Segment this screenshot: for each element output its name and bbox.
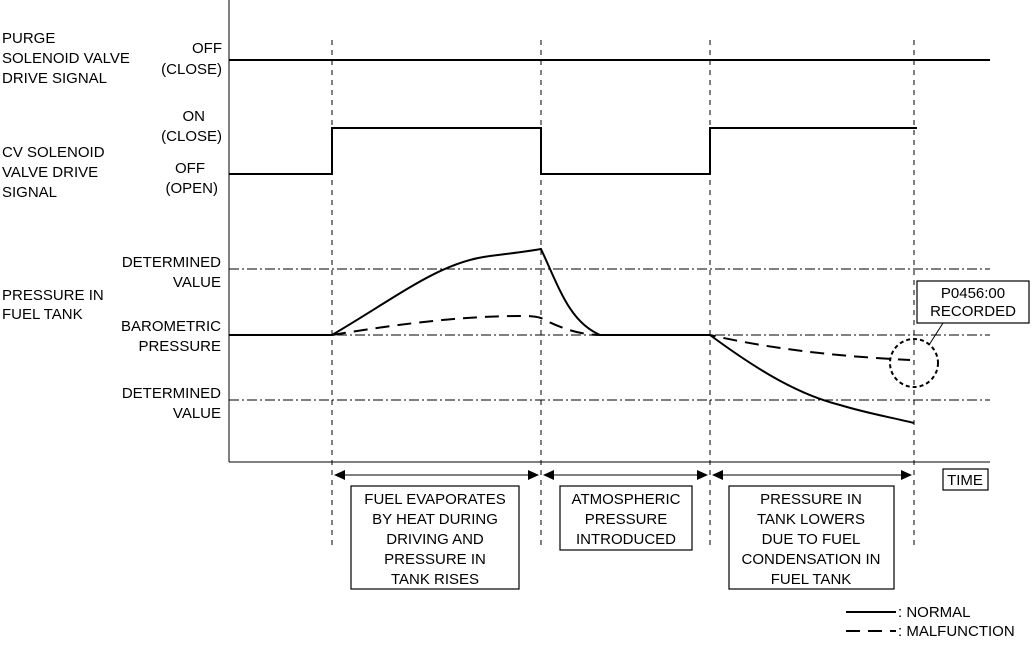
cv-label-line-1: CV SOLENOID <box>2 144 105 161</box>
dtc-status: RECORDED <box>930 303 1016 320</box>
pressure-label-line-1: PRESSURE IN <box>2 287 104 304</box>
barometric-line-1: BAROMETRIC <box>121 318 221 335</box>
purge-state-close: (CLOSE) <box>161 61 222 78</box>
cv-label-line-3: SIGNAL <box>2 184 57 201</box>
barometric-line-2: PRESSURE <box>138 338 221 355</box>
phase-2-line-1: ATMOSPHERIC <box>572 491 681 508</box>
phase-box-1 <box>350 485 520 590</box>
phase-1-line-2: BY HEAT DURING <box>372 511 498 528</box>
phase-3-line-5: FUEL TANK <box>771 571 852 588</box>
dtc-leader-line <box>928 322 944 346</box>
time-label-box <box>942 468 989 491</box>
pressure-malfunction-trace <box>331 314 911 361</box>
pressure-normal-trace <box>229 247 915 424</box>
legend-normal-label: : NORMAL <box>898 604 971 621</box>
phase-3-line-4: CONDENSATION IN <box>742 551 881 568</box>
dtc-box <box>916 280 1030 324</box>
determined-lower-line-2: VALUE <box>173 405 221 422</box>
cv-label-line-2: VALVE DRIVE <box>2 164 98 181</box>
phase-3-line-1: PRESSURE IN <box>760 491 862 508</box>
phase-1-line-3: DRIVING AND <box>386 531 484 548</box>
cv-state-on-close: (CLOSE) <box>161 128 222 145</box>
cv-state-off-open: (OPEN) <box>166 180 219 197</box>
purge-label-line-1: PURGE <box>2 30 55 47</box>
phase-2-line-3: INTRODUCED <box>576 531 676 548</box>
phase-3-line-2: TANK LOWERS <box>757 511 865 528</box>
dtc-highlight-circle <box>889 338 939 388</box>
determined-upper-line-1: DETERMINED <box>122 254 221 271</box>
cv-state-on: ON <box>183 108 206 125</box>
phase-3-line-3: DUE TO FUEL <box>762 531 861 548</box>
purge-label-line-2: SOLENOID VALVE <box>2 50 130 67</box>
phase-box-3 <box>728 485 895 590</box>
purge-state-off: OFF <box>192 40 222 57</box>
determined-upper-line-2: VALUE <box>173 274 221 291</box>
legend-malfunction-label: : MALFUNCTION <box>898 623 1015 640</box>
phase-1-line-5: TANK RISES <box>391 571 479 588</box>
phase-2-line-2: PRESSURE <box>585 511 668 528</box>
phase-1-line-4: PRESSURE IN <box>384 551 486 568</box>
phase-box-2 <box>559 485 693 551</box>
phase-1-line-1: FUEL EVAPORATES <box>364 491 505 508</box>
purge-label-line-3: DRIVE SIGNAL <box>2 70 107 87</box>
cv-state-off: OFF <box>175 160 205 177</box>
cv-signal-trace <box>229 127 917 175</box>
determined-lower-line-1: DETERMINED <box>122 385 221 402</box>
pressure-label-line-2: FUEL TANK <box>2 306 83 323</box>
time-label: TIME <box>947 472 983 489</box>
dtc-code: P0456:00 <box>941 285 1005 302</box>
phase-arrows <box>334 470 912 480</box>
